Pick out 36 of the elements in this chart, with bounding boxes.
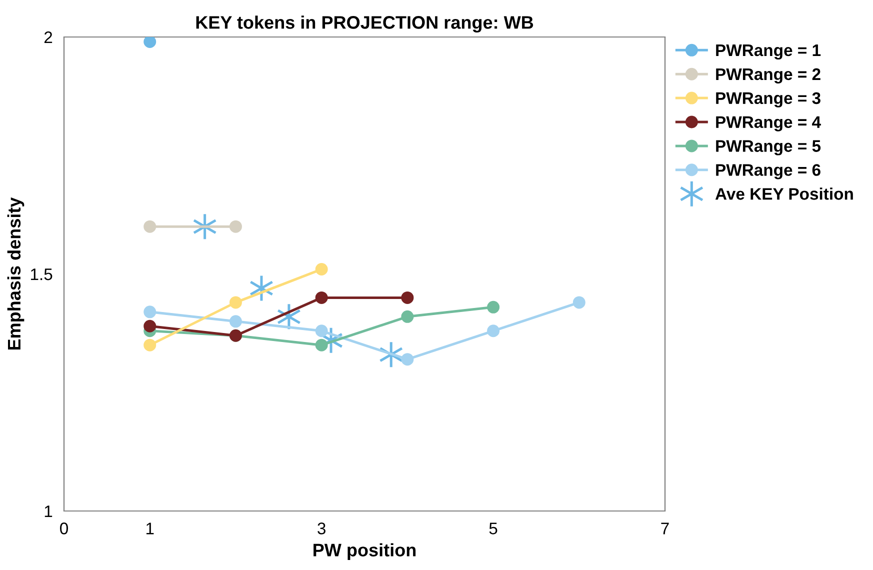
y-axis-title: Emphasis density	[7, 197, 24, 350]
point	[572, 296, 586, 309]
point	[401, 310, 414, 323]
point	[144, 220, 156, 233]
point	[144, 338, 156, 352]
point	[401, 353, 414, 366]
legend-label: PWRange = 6	[716, 164, 820, 180]
y-tick-label: 1	[44, 506, 52, 518]
point	[487, 324, 500, 338]
point	[315, 263, 328, 276]
legend-label: PWRange = 3	[716, 92, 820, 108]
point	[229, 315, 242, 328]
point	[315, 291, 328, 304]
chart-title: KEY tokens in PROJECTION range: WB	[196, 16, 534, 32]
y-tick-label: 1.5	[30, 268, 52, 280]
x-tick-label: 7	[661, 522, 669, 534]
point	[315, 338, 328, 352]
legend-label: PWRange = 1	[716, 44, 821, 60]
point	[144, 37, 156, 48]
point	[487, 300, 500, 314]
legend-label: PWRange = 5	[716, 140, 821, 156]
x-tick-label: 3	[318, 522, 326, 534]
point	[144, 320, 156, 332]
x-tick-label: 1	[146, 522, 154, 534]
y-tick-label: 2	[44, 31, 52, 44]
point	[401, 291, 414, 304]
point	[144, 306, 156, 318]
point	[229, 296, 242, 309]
legend-label: PWRange = 2	[716, 68, 820, 84]
legend-label: PWRange = 4	[716, 116, 821, 132]
x-tick-label: 5	[489, 522, 498, 534]
legend-label: Ave KEY Position	[715, 188, 853, 200]
x-axis-title: PW position	[314, 543, 416, 560]
point	[229, 220, 242, 233]
x-tick-label: 0	[60, 522, 68, 534]
point	[315, 324, 328, 338]
